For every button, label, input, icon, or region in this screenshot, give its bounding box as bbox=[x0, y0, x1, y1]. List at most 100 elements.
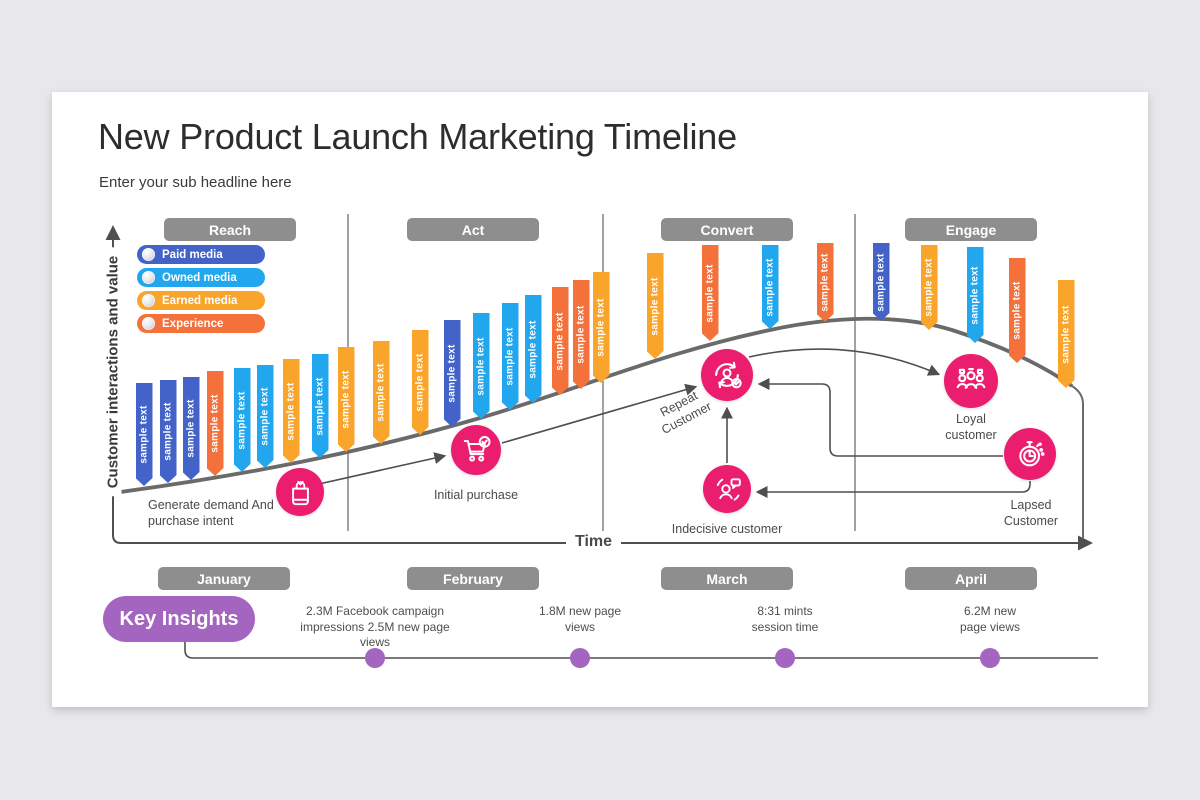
timeline-dot bbox=[365, 648, 385, 668]
loyal-customer-icon bbox=[956, 368, 986, 389]
legend-item-label: Paid media bbox=[162, 248, 223, 261]
touchpoint-bar: sample text bbox=[873, 243, 890, 321]
month-badge-january: January bbox=[158, 567, 290, 590]
month-badge-march: March bbox=[661, 567, 793, 590]
bar-label: sample text bbox=[375, 363, 387, 422]
touchpoint-bar: sample text bbox=[312, 354, 329, 458]
generate-demand-label: Generate demand And purchase intent bbox=[148, 498, 274, 528]
touchpoint-bar: sample text bbox=[412, 330, 429, 435]
touchpoint-bar: sample text bbox=[573, 280, 590, 389]
legend-bullet-icon bbox=[142, 248, 155, 261]
page-title: New Product Launch Marketing Timeline bbox=[98, 116, 737, 157]
touchpoint-bar: sample text bbox=[593, 272, 610, 383]
bar-label: sample text bbox=[875, 252, 887, 312]
touchpoint-bar: sample text bbox=[160, 380, 177, 483]
legend-bullet-icon bbox=[142, 271, 155, 284]
touchpoint-bar: sample text bbox=[552, 287, 569, 395]
legend-item-paid-media: Paid media bbox=[137, 245, 265, 264]
initial-purchase-label: Initial purchase bbox=[433, 488, 519, 502]
bar-label: sample text bbox=[764, 257, 776, 317]
bar-label: sample text bbox=[595, 298, 607, 357]
touchpoint-bar: sample text bbox=[444, 320, 461, 427]
insight-stat: 1.8M new page views bbox=[538, 604, 622, 634]
bag-icon bbox=[291, 480, 309, 505]
key-insights-label: Key Insights bbox=[119, 607, 239, 630]
bar-label: sample text bbox=[185, 399, 197, 458]
bar-label: sample text bbox=[554, 311, 566, 371]
touchpoint-bar: sample text bbox=[338, 347, 355, 452]
bar-label: sample text bbox=[209, 394, 221, 453]
legend-item-earned-media: Earned media bbox=[137, 291, 265, 310]
touchpoint-bar: sample text bbox=[817, 243, 834, 322]
lapsed-customer-label: Lapsed Customer bbox=[1003, 498, 1059, 528]
bar-label: sample text bbox=[138, 405, 150, 464]
touchpoint-bar: sample text bbox=[921, 245, 938, 330]
touchpoint-bar: sample text bbox=[473, 313, 490, 419]
legend-item-owned-media: Owned media bbox=[137, 268, 265, 287]
bar-label: sample text bbox=[575, 305, 587, 364]
bar-label: sample text bbox=[162, 402, 174, 461]
bar-label: sample text bbox=[1060, 304, 1072, 364]
phase-header-convert: Convert bbox=[661, 218, 793, 241]
bar-label: sample text bbox=[314, 376, 326, 436]
repeat-customer-badge bbox=[701, 349, 753, 401]
bar-label: sample text bbox=[446, 344, 458, 403]
repeat-customer-icon bbox=[715, 361, 742, 389]
bar-label: sample text bbox=[704, 263, 716, 323]
touchpoint-bar: sample text bbox=[1009, 258, 1026, 363]
lapsed-customer-icon bbox=[1019, 441, 1045, 467]
touchpoint-bar: sample text bbox=[207, 371, 224, 476]
touchpoint-bar: sample text bbox=[967, 247, 984, 343]
touchpoint-bar: sample text bbox=[183, 377, 200, 480]
bar-label: sample text bbox=[819, 253, 831, 312]
bar-label: sample text bbox=[1011, 281, 1023, 340]
lapsed-customer-badge bbox=[1004, 428, 1056, 480]
touchpoint-bar: sample text bbox=[373, 341, 390, 444]
indecisive-customer-badge bbox=[703, 465, 751, 513]
touchpoint-bar: sample text bbox=[702, 245, 719, 341]
touchpoint-bar: sample text bbox=[283, 359, 300, 463]
legend-bullet-icon bbox=[142, 294, 155, 307]
bar-label: sample text bbox=[923, 258, 935, 317]
initial-purchase-badge bbox=[451, 425, 501, 475]
bar-label: sample text bbox=[475, 336, 487, 396]
bar-label: sample text bbox=[259, 387, 271, 446]
timeline-dot bbox=[775, 648, 795, 668]
touchpoint-bar: sample text bbox=[136, 383, 153, 486]
bar-label: sample text bbox=[527, 319, 539, 379]
generate-demand-badge bbox=[276, 468, 324, 516]
bar-label: sample text bbox=[649, 276, 661, 336]
cart-icon bbox=[463, 435, 491, 462]
insight-stat: 8:31 mints session time bbox=[751, 604, 819, 634]
legend-item-label: Experience bbox=[162, 317, 224, 330]
legend-bullet-icon bbox=[142, 317, 155, 330]
phase-header-act: Act bbox=[407, 218, 539, 241]
bar-label: sample text bbox=[969, 265, 981, 325]
month-badge-april: April bbox=[905, 567, 1037, 590]
page-subtitle: Enter your sub headline here bbox=[99, 174, 292, 191]
touchpoint-bar: sample text bbox=[502, 303, 519, 410]
touchpoint-bar: sample text bbox=[647, 253, 664, 359]
touchpoint-bar: sample text bbox=[762, 245, 779, 329]
loyal-customer-badge bbox=[944, 354, 998, 408]
touchpoint-bar: sample text bbox=[1058, 280, 1075, 388]
legend-item-label: Earned media bbox=[162, 294, 238, 307]
timeline-dot bbox=[980, 648, 1000, 668]
legend-item-label: Owned media bbox=[162, 271, 237, 284]
legend-item-experience: Experience bbox=[137, 314, 265, 333]
y-axis-label: Customer interactions and value bbox=[104, 247, 122, 497]
indecisive-customer-label: Indecisive customer bbox=[671, 522, 783, 536]
insight-stat: 2.3M Facebook campaign impressions 2.5M … bbox=[300, 604, 450, 650]
phase-header-reach: Reach bbox=[164, 218, 296, 241]
phase-header-engage: Engage bbox=[905, 218, 1037, 241]
bar-label: sample text bbox=[236, 390, 248, 450]
key-insights-pill: Key Insights bbox=[103, 596, 255, 642]
bar-label: sample text bbox=[504, 327, 516, 386]
loyal-customer-label: Loyal customer bbox=[945, 412, 997, 442]
x-axis-label: Time bbox=[566, 533, 622, 551]
touchpoint-bar: sample text bbox=[234, 368, 251, 472]
touchpoint-bar: sample text bbox=[257, 365, 274, 468]
insight-stat: 6.2M new page views bbox=[959, 604, 1021, 634]
bar-label: sample text bbox=[285, 381, 297, 441]
